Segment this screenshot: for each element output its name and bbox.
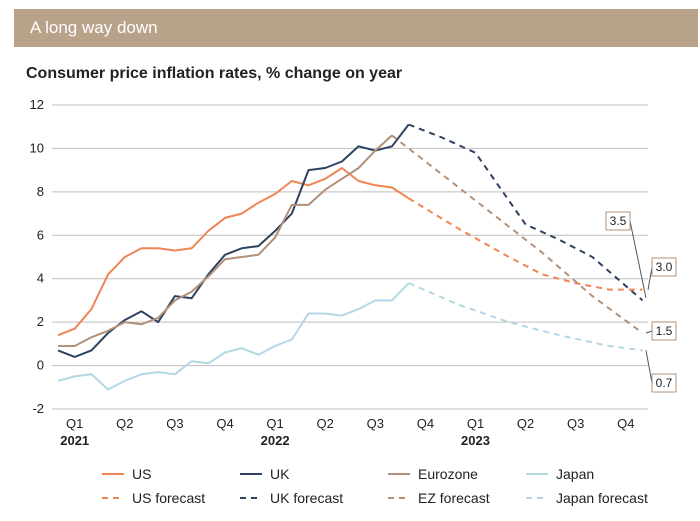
x-tick-label: Q2: [517, 416, 534, 431]
callout-leader: [645, 350, 653, 384]
chart-title: Consumer price inflation rates, % change…: [26, 65, 403, 82]
x-year-label: 2022: [261, 433, 290, 448]
callout-box: [605, 211, 631, 231]
x-tick-label: Q2: [116, 416, 133, 431]
callout-label: 0.7: [656, 376, 673, 390]
y-tick-label: 10: [30, 140, 44, 155]
legend-label: Eurozone: [418, 466, 478, 482]
x-tick-label: Q1: [467, 416, 484, 431]
legend-label: UK forecast: [270, 490, 343, 506]
series-line-japan: [57, 282, 410, 391]
x-tick-label: Q4: [417, 416, 434, 431]
callout-label: 3.0: [656, 260, 673, 274]
callout-label: 3.5: [610, 214, 627, 228]
y-tick-label: -2: [32, 401, 44, 416]
callout-leader: [645, 330, 653, 334]
series-line-uk-forecast: [408, 123, 644, 302]
x-tick-label: Q3: [567, 416, 584, 431]
legend-label: UK: [270, 466, 290, 482]
x-tick-label: Q3: [367, 416, 384, 431]
series-line-ez-forecast: [391, 134, 644, 334]
legend-label: US forecast: [132, 490, 205, 506]
legend-label: Japan: [556, 466, 594, 482]
x-tick-label: Q1: [266, 416, 283, 431]
series-line-japan-forecast: [408, 282, 643, 352]
y-tick-label: 12: [30, 97, 44, 112]
series-line-us-forecast: [408, 197, 643, 291]
x-tick-label: Q4: [617, 416, 634, 431]
legend-label: Japan forecast: [556, 490, 648, 506]
x-tick-label: Q2: [317, 416, 334, 431]
callout-box: [651, 321, 677, 341]
y-tick-label: 0: [37, 358, 44, 373]
legend-label: EZ forecast: [418, 490, 490, 506]
callout-leader: [629, 220, 647, 299]
banner-title: A long way down: [30, 18, 158, 37]
callout-label: 1.5: [656, 324, 673, 338]
callout-leader: [647, 266, 653, 291]
series-line-eurozone: [58, 134, 393, 347]
callout-box: [651, 373, 677, 393]
x-year-label: 2023: [461, 433, 490, 448]
x-tick-label: Q4: [216, 416, 233, 431]
y-tick-label: 8: [37, 184, 44, 199]
y-tick-label: 2: [37, 314, 44, 329]
y-tick-label: 4: [37, 271, 44, 286]
x-year-label: 2021: [60, 433, 89, 448]
x-tick-label: Q3: [166, 416, 183, 431]
x-tick-label: Q1: [66, 416, 83, 431]
callout-box: [651, 257, 677, 277]
legend-label: US: [132, 466, 151, 482]
title-banner: A long way down: [14, 9, 698, 47]
y-tick-label: 6: [37, 227, 44, 242]
